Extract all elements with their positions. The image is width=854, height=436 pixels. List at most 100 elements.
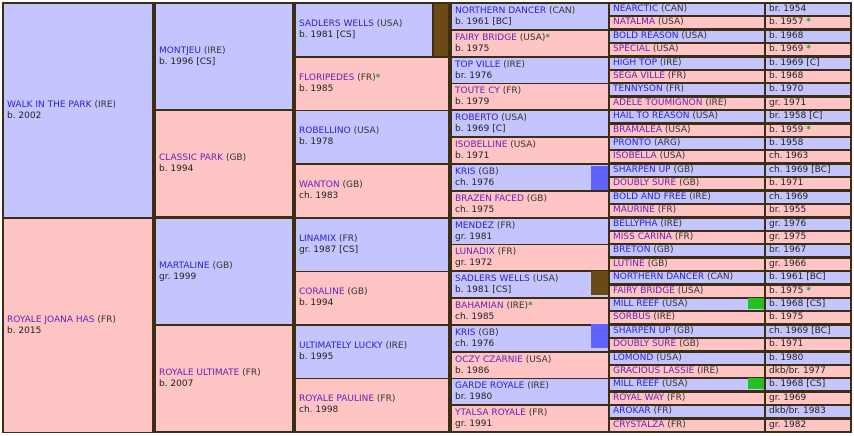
gen5-horse-cell: HIGH TOP (IRE) <box>610 58 764 69</box>
horse-name-link[interactable]: FAIRY BRIDGE <box>455 33 517 43</box>
horse-name-link[interactable]: LUTINE <box>613 259 645 269</box>
horse-name-link[interactable]: DOUBLY SURE <box>613 178 677 188</box>
horse-country: (USA) <box>519 33 546 43</box>
horse-info: b. 1968 <box>769 31 804 41</box>
gen5-horse-info: b. 1958 <box>766 138 850 149</box>
horse-name-link[interactable]: OCZY CZARNIE <box>455 355 523 365</box>
horse-name-link[interactable]: HAIL TO REASON <box>613 111 690 121</box>
horse-name-link[interactable]: TOUTE CY <box>455 86 500 96</box>
horse-name-link[interactable]: BRETON <box>613 245 651 255</box>
horse-name-link[interactable]: KRIS <box>455 328 476 338</box>
horse-name-link[interactable]: MISS CARINA <box>613 232 672 242</box>
horse-name-link[interactable]: NEARCTIC <box>613 4 659 14</box>
horse-name-link[interactable]: FLORIPEDES <box>299 73 355 83</box>
horse-name-link[interactable]: BRAZEN FACED <box>455 194 524 204</box>
horse-country: (GB) <box>673 165 694 175</box>
horse-name-link[interactable]: BRAMALEA <box>613 125 662 135</box>
horse-name-link[interactable]: BELLYPHA <box>613 219 658 229</box>
horse-name-link[interactable]: MILL REEF <box>613 299 660 309</box>
horse-info: b. 1980 <box>769 353 804 363</box>
horse-line: WANTON (GB) <box>299 180 445 191</box>
horse-name-link[interactable]: ROBERTO <box>455 113 499 123</box>
horse-name-link[interactable]: MONTJEU <box>159 45 202 56</box>
horse-name-link[interactable]: CRYSTALZA <box>613 420 665 430</box>
horse-name-link[interactable]: BOLD AND FREE <box>613 192 687 202</box>
horse-name-link[interactable]: TOP VILLE <box>455 60 501 70</box>
star-icon: * <box>375 73 381 83</box>
horse-line: ROYALE ULTIMATE (FR) <box>159 368 289 379</box>
horse-name-link[interactable]: ROYALE JOANA HAS <box>7 314 95 325</box>
horse-name-link[interactable]: ISOBELLINE <box>455 140 508 150</box>
horse-name-link[interactable]: GRACIOUS LASSIE <box>613 366 695 376</box>
horse-name-link[interactable]: ULTIMATELY LUCKY <box>299 341 383 351</box>
horse-name-link[interactable]: SORBUS <box>613 312 651 322</box>
gen5-horse-info: gr. 1969 <box>766 393 850 404</box>
gen5-horse-info: b. 1959 * <box>766 125 850 136</box>
horse-name-link[interactable]: ROYALE PAULINE <box>299 394 375 404</box>
horse-name-link[interactable]: NATALMA <box>613 17 656 27</box>
gen4-horse-cell: ROBERTO (USA) b. 1969 [C] <box>452 111 608 136</box>
horse-name-link[interactable]: KRIS <box>455 167 476 177</box>
horse-name-link[interactable]: DOUBLY SURE <box>613 339 677 349</box>
horse-name-link[interactable]: PRONTO <box>613 138 652 148</box>
horse-name-link[interactable]: SEGA VILLE <box>613 71 665 81</box>
horse-name-link[interactable]: ROYALE ULTIMATE <box>159 367 240 378</box>
horse-name-link[interactable]: YTALSA ROYALE <box>455 408 526 418</box>
horse-name-link[interactable]: HIGH TOP <box>613 58 658 68</box>
horse-info: b. 1981 [CS] <box>455 285 512 295</box>
horse-name-link[interactable]: MILL REEF <box>613 379 660 389</box>
horse-name-link[interactable]: ADELE TOUMIGNON <box>613 98 703 108</box>
horse-info: ch. 1998 <box>299 405 339 415</box>
horse-name-link[interactable]: CLASSIC PARK <box>159 152 224 163</box>
horse-name-link[interactable]: LINAMIX <box>299 234 337 244</box>
gen4-horse-cell: FAIRY BRIDGE (USA)* b. 1975 <box>452 31 608 56</box>
horse-name-link[interactable]: FAIRY BRIDGE <box>613 286 675 296</box>
horse-name-link[interactable]: BAHAMIAN <box>455 301 504 311</box>
mill-reef-marker <box>748 298 764 309</box>
horse-line: LUNADIX (FR) <box>455 247 605 258</box>
horse-country: (FR) <box>502 86 522 96</box>
horse-info: gr. 1972 <box>455 258 493 268</box>
horse-info: b. 1978 <box>299 137 334 147</box>
horse-info: b. 1957 <box>769 17 804 27</box>
horse-name-link[interactable]: ROYAL WAY <box>613 393 665 403</box>
horse-info: b. 1985 <box>299 84 334 94</box>
horse-name-link[interactable]: MENDEZ <box>455 221 494 231</box>
horse-line: BAHAMIAN (IRE)* <box>455 301 605 312</box>
horse-name-link[interactable]: ROBELLINO <box>299 126 351 136</box>
horse-name-link[interactable]: BOLD REASON <box>613 31 679 41</box>
horse-name-link[interactable]: SHARPEN UP <box>613 165 671 175</box>
horse-info: ch. 1969 [BC] <box>769 326 831 336</box>
horse-info: b. 1971 <box>455 151 490 161</box>
horse-name-link[interactable]: NORTHERN DANCER <box>455 6 547 16</box>
horse-name-link[interactable]: SADLERS WELLS <box>299 19 374 29</box>
horse-name-link[interactable]: LUNADIX <box>455 247 495 257</box>
horse-name-link[interactable]: SHARPEN UP <box>613 326 671 336</box>
horse-line: FAIRY BRIDGE (USA)* <box>455 33 605 44</box>
horse-name-link[interactable]: LOMOND <box>613 353 654 363</box>
horse-name-link[interactable]: MARTALINE <box>159 260 210 271</box>
gen1-horse-cell: WALK IN THE PARK (IRE) b. 2002 <box>4 4 152 217</box>
star-icon: * <box>806 44 811 54</box>
horse-country: (USA) <box>525 355 552 365</box>
horse-country: (IRE) <box>653 312 676 322</box>
horse-name-link[interactable]: SADLERS WELLS <box>455 274 530 284</box>
kris-marker <box>591 324 608 348</box>
gen5-horse-cell: BELLYPHA (IRE) <box>610 219 764 230</box>
horse-name-link[interactable]: ISOBELLA <box>613 151 657 161</box>
horse-name-link[interactable]: WANTON <box>299 180 340 190</box>
horse-name-link[interactable]: MAURINE <box>613 205 655 215</box>
horse-name-link[interactable]: NORTHERN DANCER <box>613 272 705 282</box>
horse-line: SADLERS WELLS (USA) <box>299 19 429 30</box>
horse-country: (FR) <box>357 73 376 83</box>
horse-name-link[interactable]: WALK IN THE PARK <box>7 99 92 110</box>
horse-info: ch. 1976 <box>455 339 495 349</box>
horse-country: (USA) <box>677 286 704 296</box>
horse-name-link[interactable]: GARDE ROYALE <box>455 381 525 391</box>
horse-name-link[interactable]: TENNYSON <box>613 84 663 94</box>
horse-name-link[interactable]: CORALINE <box>299 287 345 297</box>
horse-country: (IRE) <box>660 219 683 229</box>
horse-line: OCZY CZARNIE (USA) <box>455 355 605 366</box>
horse-name-link[interactable]: SPECIAL <box>613 44 650 54</box>
horse-name-link[interactable]: AROKAR <box>613 406 651 416</box>
